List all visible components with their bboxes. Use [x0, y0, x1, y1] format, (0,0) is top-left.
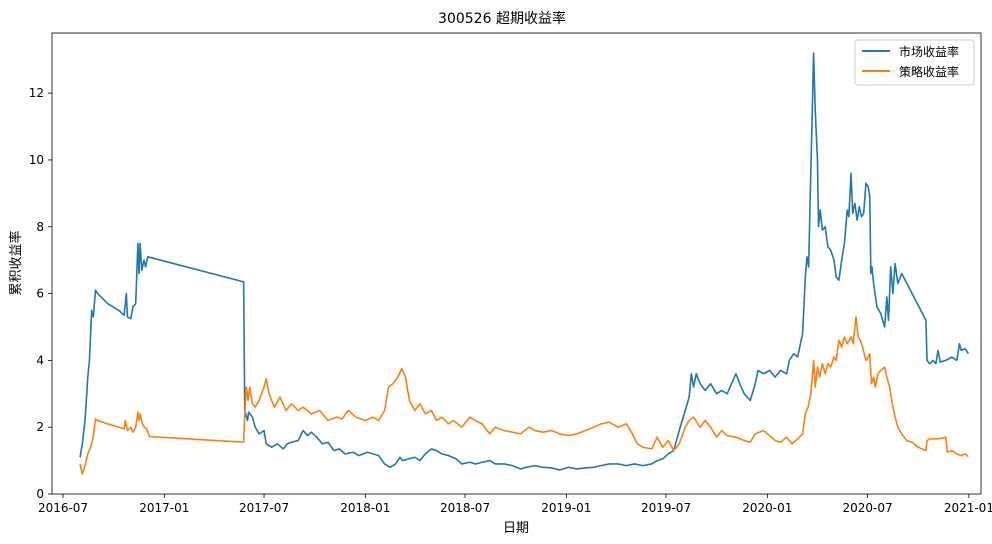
x-tick-label: 2021-01 [944, 501, 992, 515]
x-tick-label: 2018-07 [440, 501, 490, 515]
y-tick-label: 0 [36, 487, 44, 501]
x-tick-label: 2019-01 [541, 501, 591, 515]
x-tick-label: 2020-07 [842, 501, 892, 515]
y-tick-label: 8 [36, 220, 44, 234]
series-lines [79, 52, 969, 475]
x-tick-label: 2017-01 [139, 501, 189, 515]
series-line-market [79, 52, 969, 471]
series-line-strategy [79, 316, 969, 475]
x-axis-title: 日期 [503, 521, 529, 536]
chart-title: 300526 超期收益率 [438, 10, 566, 27]
x-tick-label: 2016-07 [38, 501, 88, 515]
plot-frame [51, 32, 982, 495]
y-axis: 0 2 4 6 8 10 12 [29, 86, 52, 501]
y-tick-label: 12 [29, 86, 44, 100]
y-tick-label: 6 [36, 287, 44, 301]
y-tick-label: 2 [36, 420, 44, 434]
y-tick-label: 4 [36, 353, 44, 367]
plot-area [51, 32, 982, 495]
legend-label-strategy: 策略收益率 [899, 64, 959, 79]
x-tick-label: 2017-07 [239, 501, 289, 515]
x-tick-label: 2020-01 [742, 501, 792, 515]
y-axis-title: 累积收益率 [8, 230, 24, 295]
x-tick-label: 2018-01 [340, 501, 390, 515]
legend-label-market: 市场收益率 [899, 44, 959, 59]
x-axis: 2016-07 2017-01 2017-07 2018-01 2018-07 2019-… [38, 494, 992, 515]
legend: 市场收益率 策略收益率 [854, 39, 975, 86]
y-tick-label: 10 [29, 153, 44, 167]
x-tick-label: 2019-07 [641, 501, 691, 515]
